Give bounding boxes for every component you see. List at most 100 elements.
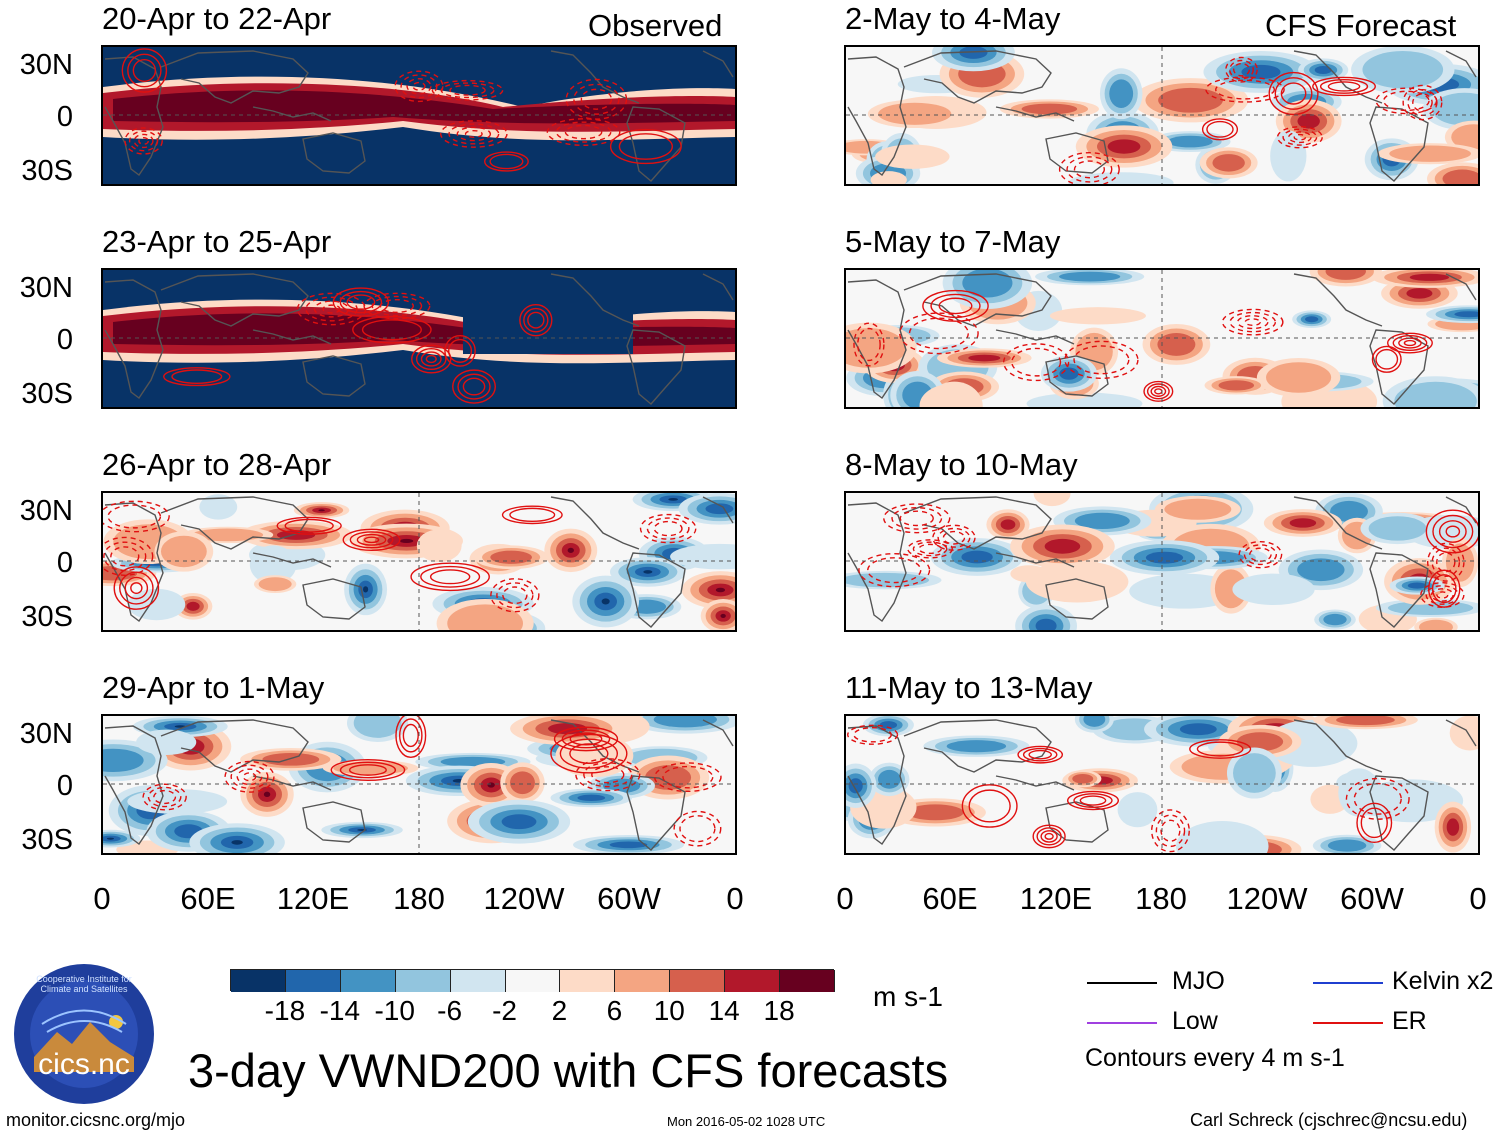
north-america-coastline [1293, 719, 1383, 773]
er-contour [1036, 827, 1062, 846]
er-contour [425, 354, 437, 364]
er-contour [527, 311, 545, 329]
south-america-coastline [626, 106, 686, 182]
er-contour [961, 784, 1018, 828]
colorbar-swatch [340, 970, 396, 992]
europe-coastline [702, 496, 734, 524]
x-label-180: 180 [393, 881, 445, 916]
er-contour [1146, 383, 1170, 400]
positive-anomaly [1021, 103, 1078, 115]
er-contour [1412, 93, 1433, 112]
er-contour [305, 296, 358, 322]
er-contour [942, 530, 966, 545]
er-contour [1189, 739, 1252, 759]
y-label-eq: 0 [56, 770, 73, 802]
er-contour [276, 516, 342, 535]
er-contour [1079, 795, 1107, 806]
negative-anomaly [962, 270, 1013, 298]
south-america-coastline [626, 552, 686, 628]
north-america-coastline [1293, 496, 1383, 550]
maritime-continent-coastline [252, 552, 332, 568]
er-contour [609, 128, 682, 165]
negative-anomaly [946, 740, 1007, 753]
er-contour [448, 123, 500, 145]
positive-anomaly [1033, 493, 1071, 507]
negative-anomaly [1179, 723, 1217, 736]
er-contour [891, 506, 943, 530]
legend-er-line [1313, 1022, 1383, 1024]
er-contour [673, 810, 722, 847]
legend-mjo-line [1087, 982, 1157, 984]
negative-anomaly [1232, 753, 1276, 793]
south-america-coastline [1369, 552, 1429, 628]
er-contour [1282, 128, 1318, 146]
negative-anomaly [1241, 64, 1281, 80]
south-america-coastline [626, 775, 686, 851]
y-label-30n: 30N [19, 718, 73, 750]
y-label-30n: 30N [19, 49, 73, 81]
y-label-30n: 30N [19, 272, 73, 304]
positive-anomaly [1164, 498, 1232, 520]
footer-url[interactable]: monitor.cicsnc.org/mjo [6, 1110, 186, 1130]
er-contour [1073, 345, 1130, 375]
er-contour [1276, 126, 1323, 149]
er-contour [363, 292, 431, 320]
x-label-60w: 60W [1340, 881, 1404, 916]
positive-anomaly [1336, 716, 1395, 726]
negative-anomaly [1305, 316, 1319, 323]
er-contour [653, 520, 683, 537]
colorbar-swatch [231, 970, 286, 992]
positive-anomaly [1212, 154, 1245, 172]
positive-anomaly [1289, 518, 1317, 528]
positive-anomaly [907, 804, 964, 821]
er-contour [1225, 56, 1258, 83]
colorbar-swatch [670, 970, 726, 992]
er-contour [1345, 777, 1410, 820]
observed-map-panel-2 [101, 268, 737, 409]
logo-text: cics.nc [38, 1048, 130, 1081]
er-contour [653, 762, 722, 793]
positive-anomaly [1218, 380, 1255, 391]
er-contour [1431, 574, 1457, 604]
er-contour [930, 293, 981, 319]
negative-anomaly [1059, 271, 1121, 282]
er-contour [1238, 540, 1283, 569]
asia-coastline [160, 273, 309, 327]
maritime-continent-coastline [252, 106, 332, 122]
australia-coastline [302, 578, 366, 620]
x-label-120e: 120E [276, 881, 350, 916]
negative-anomaly [1167, 135, 1213, 148]
positive-anomaly [846, 328, 907, 368]
negative-anomaly [127, 789, 228, 814]
er-contour [242, 772, 257, 782]
positive-anomaly [567, 547, 574, 553]
colorbar-tick-label: -14 [319, 995, 361, 1026]
er-contour [132, 59, 157, 83]
er-contour [857, 327, 881, 362]
er-contour [1160, 819, 1181, 842]
er-contour [580, 88, 613, 110]
colorbar-tick-label: -6 [437, 995, 463, 1026]
er-contour [1232, 62, 1251, 77]
forecast-panel-2-title: 5-May to 7-May [845, 224, 1061, 259]
maritime-continent-coastline [995, 552, 1075, 568]
australia-coastline [302, 132, 366, 174]
er-contour [1392, 335, 1428, 352]
er-contour [1215, 79, 1276, 100]
er-contour [646, 517, 690, 540]
y-label-30n: 30N [19, 495, 73, 527]
er-contour [1064, 340, 1139, 380]
negative-anomaly [1407, 582, 1427, 589]
er-contour [968, 789, 1011, 823]
colorbar-tick-label: 6 [606, 995, 623, 1026]
er-contour [124, 127, 163, 155]
er-contour [171, 369, 223, 384]
cics-logo: cics.nc Cooperative Institute for Climat… [12, 962, 156, 1106]
er-contour [420, 351, 442, 367]
er-contour [1073, 793, 1113, 808]
er-contour [899, 510, 934, 527]
er-contour [1229, 59, 1254, 80]
er-contour [395, 716, 427, 759]
legend-er-label: ER [1392, 1007, 1427, 1035]
colorbar-swatch [780, 970, 835, 992]
